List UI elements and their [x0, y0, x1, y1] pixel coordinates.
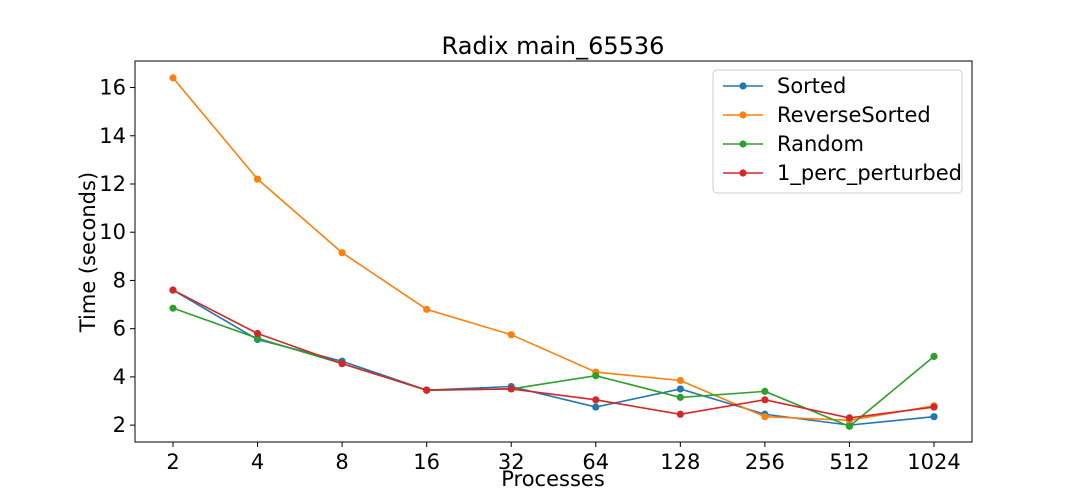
legend-label: Sorted	[777, 74, 846, 98]
data-point	[423, 305, 431, 313]
data-point	[676, 393, 684, 401]
legend-label: Random	[777, 132, 864, 156]
y-tick-label: 2	[113, 413, 126, 437]
x-tick-label: 64	[582, 450, 609, 474]
y-tick-label: 6	[113, 317, 126, 341]
y-tick-label: 10	[99, 220, 126, 244]
y-tick-label: 12	[99, 172, 126, 196]
y-axis-label: Time (seconds)	[76, 172, 100, 333]
x-tick-label: 1024	[907, 450, 960, 474]
data-point	[930, 352, 938, 360]
data-point	[930, 403, 938, 411]
x-tick-label: 256	[745, 450, 785, 474]
x-tick-label: 4	[251, 450, 264, 474]
x-tick-label: 2	[166, 450, 179, 474]
x-tick-label: 32	[498, 450, 525, 474]
data-point	[423, 386, 431, 394]
legend-label: ReverseSorted	[777, 103, 931, 127]
data-point	[253, 175, 262, 183]
legend-label: 1_perc_perturbed	[777, 161, 962, 186]
y-tick-label: 16	[99, 76, 126, 100]
data-point	[507, 331, 515, 339]
data-point	[761, 387, 769, 395]
data-point	[592, 403, 600, 411]
x-tick-label: 128	[660, 450, 700, 474]
series-line	[172, 289, 935, 419]
x-tick-label: 512	[829, 450, 869, 474]
y-tick-label: 4	[113, 365, 126, 389]
legend-marker	[739, 82, 747, 90]
legend-marker	[739, 169, 747, 177]
y-tick-label: 8	[113, 268, 126, 292]
legend-marker	[739, 111, 747, 119]
series-line	[172, 307, 935, 428]
data-point	[253, 329, 262, 338]
plot-area: 2 4 8 16 32 64 128 256 512 1024 2 4 6 8 10 12 14 16	[99, 60, 973, 474]
data-point	[169, 74, 177, 82]
data-point	[592, 372, 600, 380]
x-tick-label: 16	[413, 450, 440, 474]
data-point	[761, 413, 769, 421]
data-point	[845, 414, 854, 422]
y-tick-label: 14	[99, 124, 126, 148]
legend-marker	[739, 140, 747, 148]
legend-box	[712, 69, 963, 194]
data-point	[930, 413, 938, 421]
series-line	[172, 289, 935, 426]
data-point	[169, 286, 177, 294]
x-axis-label: Processes	[501, 467, 605, 491]
data-point	[676, 410, 684, 418]
data-point	[761, 396, 769, 404]
data-point	[338, 360, 346, 368]
x-tick-label: 8	[335, 450, 348, 474]
axes-frame	[134, 60, 973, 443]
data-point	[676, 385, 684, 393]
data-point	[592, 396, 600, 404]
data-point	[676, 376, 684, 385]
legend: Sorted ReverseSorted Random 1_perc_perturbe…	[712, 69, 963, 194]
data-point	[507, 385, 515, 393]
series-line	[172, 77, 935, 422]
data-point	[169, 304, 177, 312]
data-point	[845, 422, 854, 430]
chart-title: Radix main_65536	[442, 32, 665, 60]
data-point	[338, 249, 346, 257]
